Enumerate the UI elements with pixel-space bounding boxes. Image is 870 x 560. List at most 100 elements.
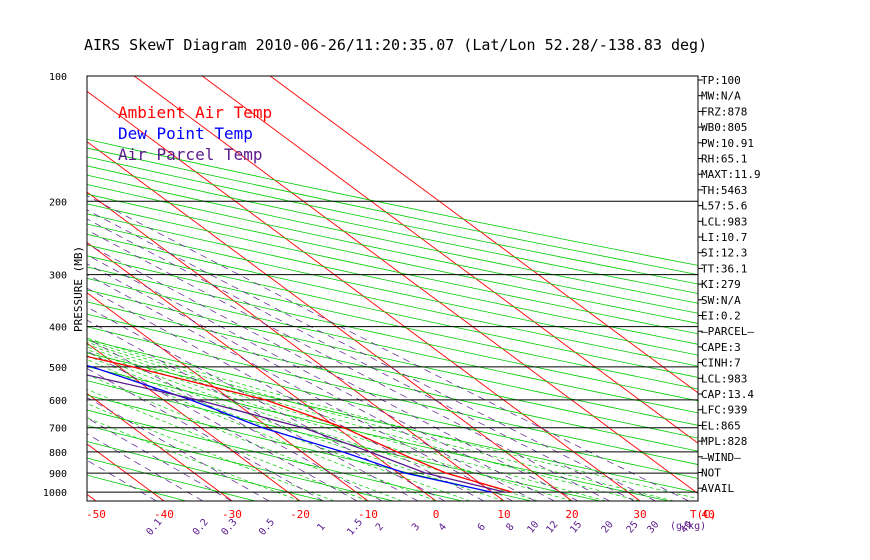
dry-adiabat-line (87, 352, 698, 494)
stats-panel: TP:100 MW:N/A FRZ:878 WB0:805 PW:10.91 RH:65.… (698, 74, 761, 495)
isobar-lines (87, 200, 698, 493)
dry-adiabat-line (87, 266, 698, 402)
isotherm-line (133, 76, 698, 495)
moist-adiabat-line (87, 346, 573, 501)
dry-adiabat-line (87, 156, 698, 285)
bottom-temp-tick-label: -30 (222, 508, 242, 521)
dry-adiabat-line (87, 213, 698, 345)
stats-item: LCL:983 (701, 372, 747, 385)
stats-item: CAPE:3 (701, 341, 741, 354)
series-line (87, 374, 506, 493)
chart-title: AIRS SkewT Diagram 2010-06-26/11:20:35.0… (84, 36, 707, 54)
mixing-ratio-label: 2 (374, 522, 386, 534)
axis-ticks: 1002003004005006007008009001000-120-110-… (43, 72, 717, 538)
isotherm-line (269, 76, 698, 394)
mixing-ratio-label: 1 (315, 522, 327, 534)
mixing-ratio-label: 10 (525, 519, 541, 535)
series-line (87, 355, 513, 493)
dry-adiabat-line (87, 277, 698, 414)
stats-item: SW:N/A (701, 294, 741, 307)
moist-adiabat-line (87, 337, 698, 500)
mixing-ratio-label: 12 (544, 519, 560, 535)
plot-frame (86, 75, 699, 502)
pressure-tick-label: 600 (49, 396, 67, 407)
stats-item: EL:865 (701, 419, 741, 432)
series-line (87, 364, 493, 493)
dry-adiabat-line (87, 184, 698, 314)
stats-item: LI:10.7 (701, 231, 747, 244)
stats-item: PW:10.91 (701, 137, 754, 150)
dry-adiabat-line (87, 138, 698, 266)
stats-item: MPL:828 (701, 435, 747, 448)
y-axis-label: PRESSURE (MB) (72, 246, 85, 332)
bottom-temp-unit: T(C) (690, 508, 717, 521)
isotherm-line (87, 393, 233, 501)
pressure-tick-label: 200 (49, 197, 67, 208)
moist-adiabat-line (87, 341, 641, 501)
bottom-temp-tick-label: -40 (154, 508, 174, 521)
dry-adiabat-line (87, 313, 698, 452)
dry-adiabat-line (87, 223, 698, 356)
stats-item: CAP:13.4 (701, 388, 754, 401)
mixing-ratio-label: 4 (437, 522, 449, 534)
mixing-ratio-label: 15 (568, 519, 584, 535)
legend-entry: Dew Point Temp (118, 124, 253, 143)
stats-item: FRZ:878 (701, 105, 747, 118)
stats-item: SI:12.3 (701, 247, 747, 260)
dry-adiabat-line (87, 289, 698, 426)
stats-item: TT:36.1 (701, 262, 747, 275)
stats-item: –WIND– (701, 451, 741, 464)
bottom-temp-tick-label: 40 (701, 508, 714, 521)
stats-item: NOT (701, 467, 721, 480)
dry-adiabat-line (87, 366, 670, 501)
mixing-ratio-label: 8 (504, 522, 516, 534)
bottom-temp-tick-label: 10 (497, 508, 510, 521)
mixing-ratio-label: 0.5 (257, 517, 277, 538)
bottom-temp-tick-label: 0 (433, 508, 440, 521)
legend: Ambient Air Temp Dew Point Temp Air Parcel… (118, 103, 272, 164)
moist-adiabat-line (87, 358, 437, 501)
pressure-tick-label: 700 (49, 424, 67, 435)
mixing-ratio-label: 0.2 (191, 517, 211, 538)
dry-adiabat-line (87, 441, 325, 501)
isotherm-line (87, 191, 505, 501)
moist-adiabat-line (87, 417, 301, 501)
isotherm-line (201, 76, 698, 444)
moist-adiabat-line (87, 403, 335, 501)
mixing-ratio-label: 3 (410, 522, 422, 534)
dry-adiabat-line (87, 301, 698, 439)
legend-entry: Ambient Air Temp (118, 103, 272, 122)
stats-item: MW:N/A (701, 90, 741, 103)
stats-item: WB0:805 (701, 121, 747, 134)
stats-item: MAXT:11.9 (701, 168, 761, 181)
dry-adiabat-line (87, 147, 698, 276)
pressure-tick-label: 500 (49, 363, 67, 374)
pressure-tick-label: 1000 (43, 488, 67, 499)
isotherm-line (87, 90, 641, 501)
stats-item: AVAIL (701, 482, 734, 495)
stats-item: CINH:7 (701, 357, 741, 370)
legend-entry: Air Parcel Temp (118, 145, 263, 164)
isotherm-line (0, 76, 28, 501)
dry-adiabat-line (87, 326, 698, 465)
pressure-tick-label: 100 (49, 72, 67, 83)
mixing-ratio-line (87, 195, 689, 501)
mixing-ratio-label: 30 (645, 519, 661, 535)
dry-adiabat-line (87, 339, 698, 479)
mixing-ratio-label: 25 (625, 519, 641, 535)
dry-adiabat-line (87, 203, 698, 335)
stats-item: RH:65.1 (701, 153, 747, 166)
moist-adiabat-line (87, 355, 471, 501)
stats-item: –PARCEL– (701, 325, 754, 338)
pressure-tick-label: 300 (49, 271, 67, 282)
dry-adiabat-line (87, 244, 698, 378)
mixing-ratio-label: 6 (476, 522, 488, 534)
isotherm-line (87, 342, 301, 501)
mixing-ratio-line (87, 218, 635, 501)
dry-adiabat-line (87, 380, 601, 501)
stats-item: TH:5463 (701, 184, 747, 197)
mixing-ratio-label: 20 (600, 519, 616, 535)
bottom-temp-tick-label: -20 (290, 508, 310, 521)
moist-adiabat-line (87, 343, 607, 501)
dry-adiabat-line (87, 174, 698, 304)
